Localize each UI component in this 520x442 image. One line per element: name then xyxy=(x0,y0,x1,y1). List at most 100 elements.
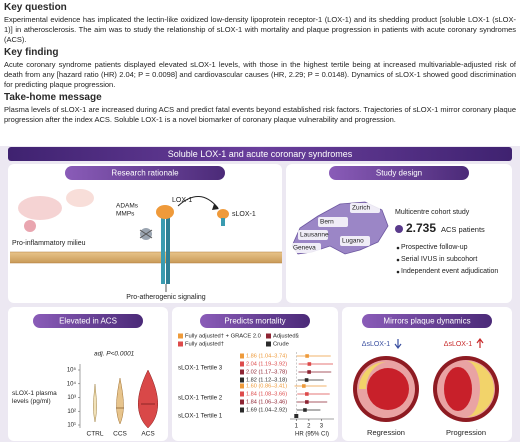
bullet xyxy=(396,246,400,250)
value-label: 2.02 (1.17–3.78) xyxy=(246,369,287,375)
city-box xyxy=(291,243,321,253)
panel-title: Study design xyxy=(376,169,422,178)
annotation: adj. P<0.0001 xyxy=(94,351,135,358)
value-label: 2.04 (1.19–3.92) xyxy=(246,361,287,367)
panel-header xyxy=(33,314,143,328)
value-label: 1.69 (1.04–2.92) xyxy=(246,407,287,413)
label: ADAMs xyxy=(116,203,139,210)
hr-marker xyxy=(307,370,311,374)
section-text: Acute coronary syndrome patients display… xyxy=(4,60,516,89)
panel-title: Predicts mortality xyxy=(224,317,285,326)
panel xyxy=(8,307,168,441)
bullet-text: Prospective follow-up xyxy=(401,244,468,251)
panel-header xyxy=(65,166,225,180)
y-tick-label: 10⁴ xyxy=(67,380,77,387)
panel-title: Mirrors plaque dynamics xyxy=(383,317,470,326)
city: Bern xyxy=(320,219,334,226)
legend-label: Fully adjusted† + GRACE 2.0 xyxy=(185,334,261,340)
legend-label: Fully adjusted† xyxy=(185,342,224,348)
reference-marker xyxy=(294,414,299,418)
delta-label: ΔsLOX-1 xyxy=(362,341,391,348)
panel xyxy=(286,164,512,303)
x-axis-label: HR (95% CI) xyxy=(295,432,329,438)
x-tick-label: CTRL xyxy=(87,431,104,438)
panel-title: Elevated in ACS xyxy=(59,317,117,326)
legend-swatch xyxy=(266,341,271,347)
label-swatch xyxy=(240,407,244,413)
panel-header xyxy=(200,314,310,328)
label: Pro-inflammatory milieu xyxy=(12,240,86,247)
city-box xyxy=(318,217,348,227)
y-tick-label: 10¹ xyxy=(67,423,76,429)
hr-marker xyxy=(305,354,309,358)
category-label: sLOX-1 Tertile 3 xyxy=(178,365,223,372)
city-box xyxy=(298,230,328,240)
hr-marker xyxy=(304,378,309,382)
city: Lausanne xyxy=(300,232,329,239)
x-tick-label: 3 xyxy=(320,424,324,430)
city-box xyxy=(350,203,380,213)
label: sLOX-1 xyxy=(232,211,256,218)
graphical-abstract: Soluble LOX-1 and acute coronary syndrom… xyxy=(0,146,520,442)
value-label: 1.60 (0.86–3.41) xyxy=(246,383,287,389)
city: Lugano xyxy=(342,238,364,245)
text-summary: Key question Experimental evidence has im… xyxy=(4,0,516,146)
y-axis-label-box: sLOX-1 plasma levels (pg/ml) xyxy=(12,390,57,405)
legend-swatch xyxy=(178,341,183,347)
vessel-regression xyxy=(353,356,419,422)
y-tick-label: 10² xyxy=(67,409,76,415)
label: Pro-atherogenic signaling xyxy=(126,294,205,301)
panel-title: Research rationale xyxy=(111,169,179,178)
label-swatch xyxy=(240,383,244,389)
section-heading: Take-home message xyxy=(4,92,102,103)
y-tick-label: 10⁵ xyxy=(67,367,77,374)
label-swatch xyxy=(240,369,244,375)
hr-marker xyxy=(303,408,307,412)
bullet-box: Prospective follow-up xyxy=(401,244,468,251)
label-swatch xyxy=(240,391,244,397)
y-axis-label: sLOX-1 plasma levels (pg/ml) xyxy=(12,390,57,405)
category-label: sLOX-1 Tertile 1 xyxy=(178,413,223,420)
value-label: 1.82 (1.12–3.18) xyxy=(246,377,287,383)
city-box xyxy=(340,236,370,246)
panel xyxy=(172,307,338,441)
label: MMPs xyxy=(116,211,135,218)
bullet-text: Serial IVUS in subcohort xyxy=(401,256,478,263)
vessel-progression xyxy=(433,356,499,422)
label-swatch xyxy=(240,399,244,405)
arrow-down xyxy=(394,339,402,349)
label-swatch xyxy=(240,377,244,383)
rationale-illustration xyxy=(10,189,282,292)
category-label: sLOX-1 Tertile 2 xyxy=(178,395,223,402)
patient-count: 2.735 xyxy=(406,221,436,235)
hr-marker xyxy=(305,392,309,396)
bullet xyxy=(396,258,400,262)
x-tick-label: ACS xyxy=(141,431,155,438)
caption: Regression xyxy=(367,428,405,437)
bullet xyxy=(396,270,400,274)
bullet-box: Serial IVUS in subcohort xyxy=(401,256,478,263)
y-tick-label: 10³ xyxy=(67,395,76,401)
hr-marker xyxy=(307,362,312,366)
label-swatch xyxy=(240,361,244,367)
legend-label: Crude xyxy=(273,342,289,348)
section-text: Plasma levels of sLOX-1 are increased du… xyxy=(4,105,516,124)
label-swatch xyxy=(240,353,244,359)
arrow-up xyxy=(476,338,484,348)
bullet-box: Independent event adjudication xyxy=(401,268,498,275)
value-label: 1.86 (1.04–3.74) xyxy=(246,353,287,359)
patient-count-label: ACS patients xyxy=(441,225,485,234)
panel-header xyxy=(329,166,469,180)
subtitle: Multicentre cohort study xyxy=(395,209,470,216)
value-label: 1.84 (1.06–3.46) xyxy=(246,399,287,405)
x-tick-label: 1 xyxy=(295,424,299,430)
x-tick-label: CCS xyxy=(113,431,127,438)
city: Zurich xyxy=(352,205,370,212)
section-text: Experimental evidence has implicated the… xyxy=(4,15,516,44)
city: Geneva xyxy=(293,245,316,252)
hr-marker xyxy=(302,384,306,388)
violins xyxy=(93,369,158,429)
legend-label: Adjusted§ xyxy=(273,334,299,340)
x-tick-label: 2 xyxy=(307,424,311,430)
